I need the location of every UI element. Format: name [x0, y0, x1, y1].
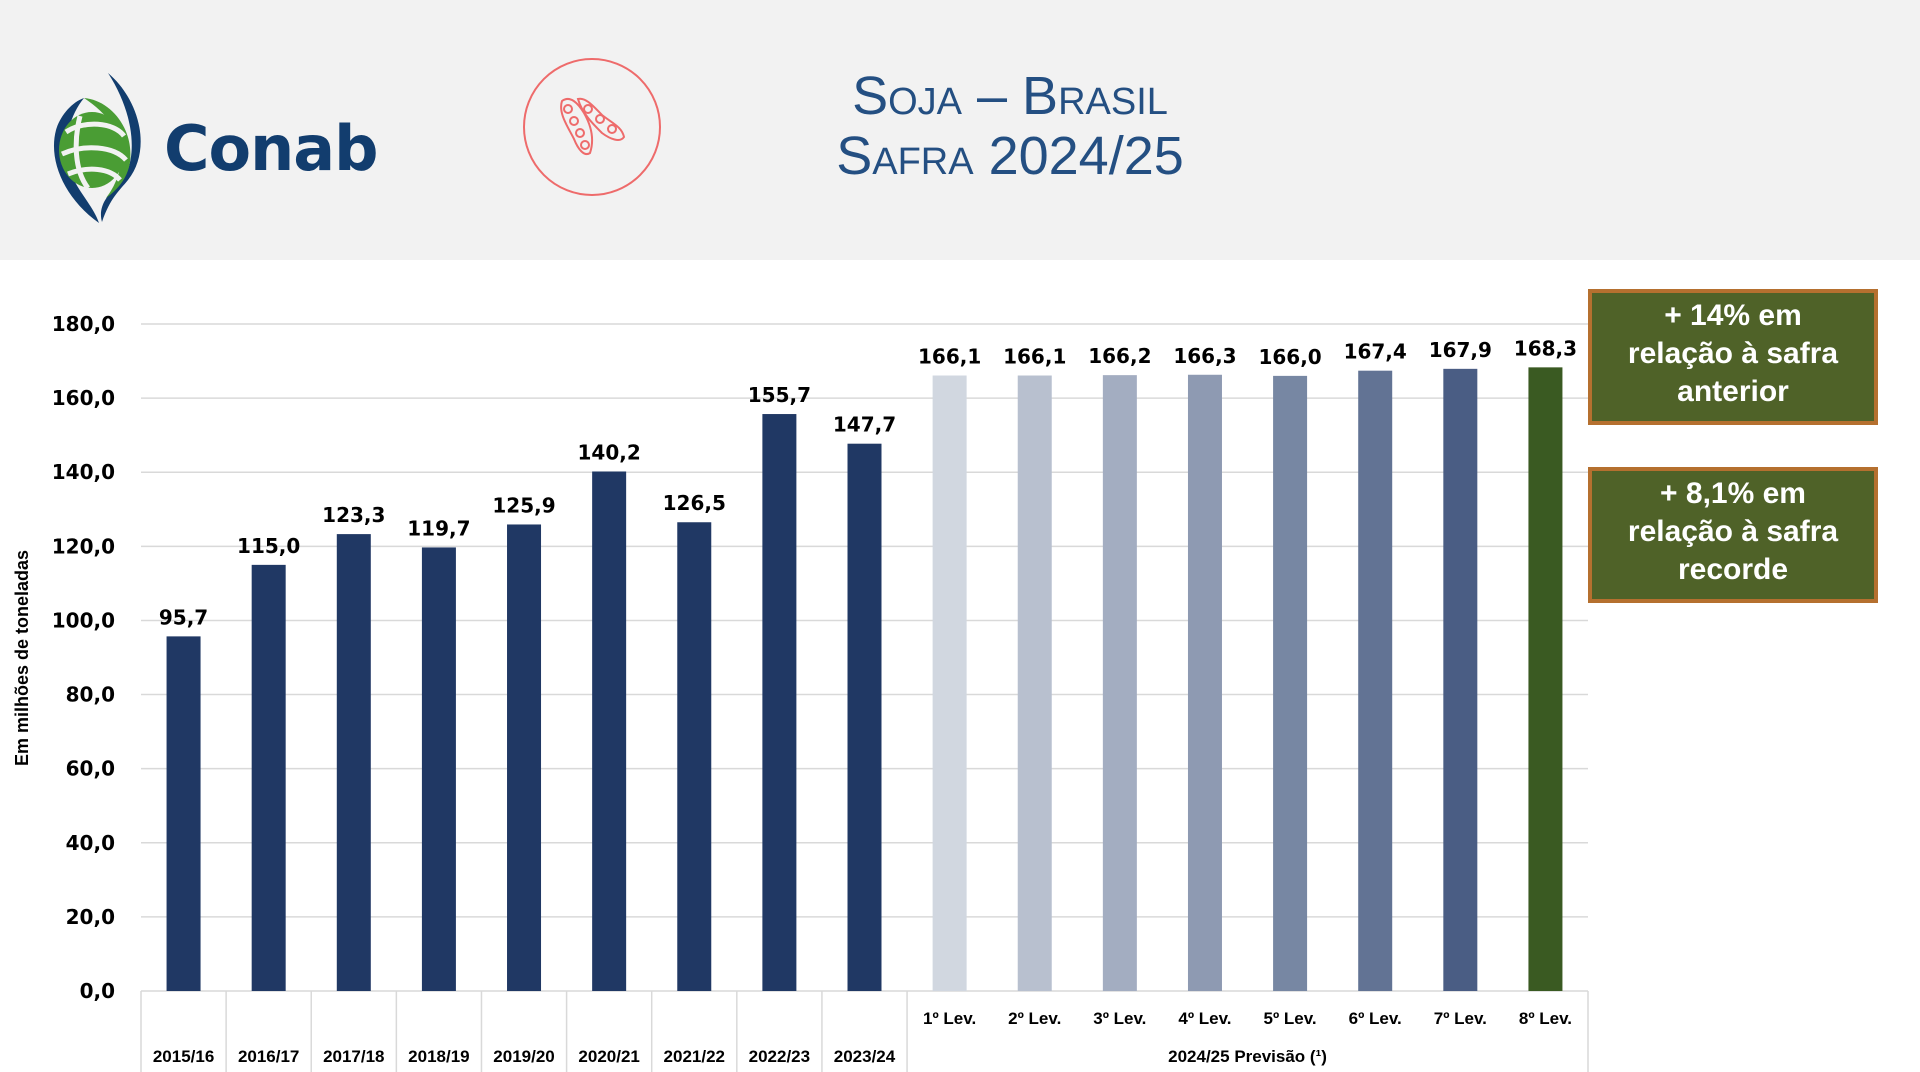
x-tick-label: 2020/21 — [578, 1047, 639, 1066]
bar — [336, 534, 371, 991]
x-tick-label: 2022/23 — [749, 1047, 810, 1066]
note-line: relação à safra — [1627, 515, 1839, 548]
x-axis: 2015/16 2016/17 2017/18 2018/19 2019/20 2020/… — [140, 990, 1589, 1072]
value-label: 167,9 — [1429, 338, 1492, 362]
bar — [677, 522, 712, 991]
note-previous-harvest: + 14% em relação à safra anterior — [1588, 289, 1878, 425]
bar — [1273, 375, 1308, 991]
x-tick-label: 2018/19 — [408, 1047, 469, 1066]
bar — [507, 524, 542, 991]
bar — [166, 636, 201, 991]
y-axis-ticks: 0,0 20,0 40,0 60,0 80,0 100,0 120,0 140,0 160,0 1… — [52, 312, 115, 1003]
y-tick-label: 40,0 — [66, 831, 115, 855]
value-label: 166,1 — [1003, 345, 1066, 369]
value-label: 155,7 — [748, 383, 811, 407]
x-tick-label: 2º Lev. — [1008, 1009, 1061, 1028]
note-line: anterior — [1677, 375, 1789, 408]
conab-logo: Conab — [44, 70, 378, 226]
value-label: 125,9 — [492, 493, 555, 517]
x-tick-label: 1º Lev. — [923, 1009, 976, 1028]
bar — [762, 414, 797, 991]
value-label: 123,3 — [322, 503, 385, 527]
soybean-pod-icon — [523, 58, 661, 196]
title-line-1: Soja – Brasil — [852, 66, 1168, 126]
group-label: 2024/25 Previsão (¹) — [1168, 1047, 1327, 1066]
x-tick-label: 2017/18 — [323, 1047, 384, 1066]
x-tick-label: 7º Lev. — [1434, 1009, 1487, 1028]
x-tick-label: 6º Lev. — [1349, 1009, 1402, 1028]
y-tick-label: 20,0 — [66, 905, 115, 929]
y-tick-label: 180,0 — [52, 312, 115, 336]
bar — [1102, 375, 1137, 991]
value-label: 147,7 — [833, 413, 896, 437]
conab-leaf-icon — [53, 73, 141, 223]
value-label: 119,7 — [407, 516, 470, 540]
value-label: 115,0 — [237, 534, 300, 558]
bar — [1443, 368, 1478, 991]
value-label: 167,4 — [1344, 340, 1407, 364]
bar — [1358, 370, 1393, 991]
value-label: 168,3 — [1514, 336, 1577, 360]
bar — [421, 547, 456, 991]
value-label: 166,1 — [918, 345, 981, 369]
value-label: 166,0 — [1258, 345, 1321, 369]
bar — [932, 375, 967, 992]
y-tick-label: 120,0 — [52, 534, 115, 558]
header-band: Conab Soja – Brasil Safra 2024/25 — [0, 0, 1920, 260]
bar — [251, 564, 286, 991]
note-line: relação à safra — [1627, 337, 1839, 370]
value-label: 140,2 — [578, 440, 641, 464]
value-label: 95,7 — [159, 605, 208, 629]
value-label: 166,3 — [1173, 344, 1236, 368]
x-tick-label: 2023/24 — [834, 1047, 896, 1066]
note-line: + 8,1% em — [1660, 477, 1806, 510]
x-tick-label: 2019/20 — [493, 1047, 554, 1066]
y-tick-label: 140,0 — [52, 460, 115, 484]
x-tick-label: 4º Lev. — [1178, 1009, 1231, 1028]
note-line: + 14% em — [1664, 299, 1802, 332]
value-label: 166,2 — [1088, 344, 1151, 368]
bar — [592, 471, 627, 992]
logo-text: Conab — [164, 112, 378, 185]
x-tick-label: 5º Lev. — [1264, 1009, 1317, 1028]
y-tick-label: 160,0 — [52, 386, 115, 410]
y-tick-label: 100,0 — [52, 608, 115, 632]
note-line: recorde — [1677, 553, 1789, 586]
y-axis-label: Em milhões de toneladas — [12, 550, 32, 766]
x-tick-label: 2021/22 — [664, 1047, 725, 1066]
page-title: Soja – Brasil Safra 2024/25 — [700, 66, 1320, 186]
x-tick-label: 2015/16 — [153, 1047, 214, 1066]
value-labels: 95,7 115,0 123,3 119,7 125,9 140,2 126,5 155,7 1… — [159, 336, 1577, 629]
y-tick-label: 60,0 — [66, 757, 115, 781]
x-tick-label: 3º Lev. — [1093, 1009, 1146, 1028]
bar — [1528, 367, 1563, 992]
y-tick-label: 80,0 — [66, 683, 115, 707]
x-tick-label: 2016/17 — [238, 1047, 299, 1066]
bar — [847, 443, 882, 991]
bars — [166, 367, 1563, 992]
y-tick-label: 0,0 — [80, 979, 115, 1003]
bar — [1187, 374, 1222, 991]
title-line-2: Safra 2024/25 — [836, 126, 1184, 186]
note-record-harvest: + 8,1% em relação à safra recorde — [1588, 467, 1878, 603]
bar — [1017, 375, 1052, 992]
value-label: 126,5 — [663, 491, 726, 515]
bar-chart: 0,0 20,0 40,0 60,0 80,0 100,0 120,0 140,0 160,0 1… — [12, 312, 1589, 1072]
x-tick-label: 8º Lev. — [1519, 1009, 1572, 1028]
